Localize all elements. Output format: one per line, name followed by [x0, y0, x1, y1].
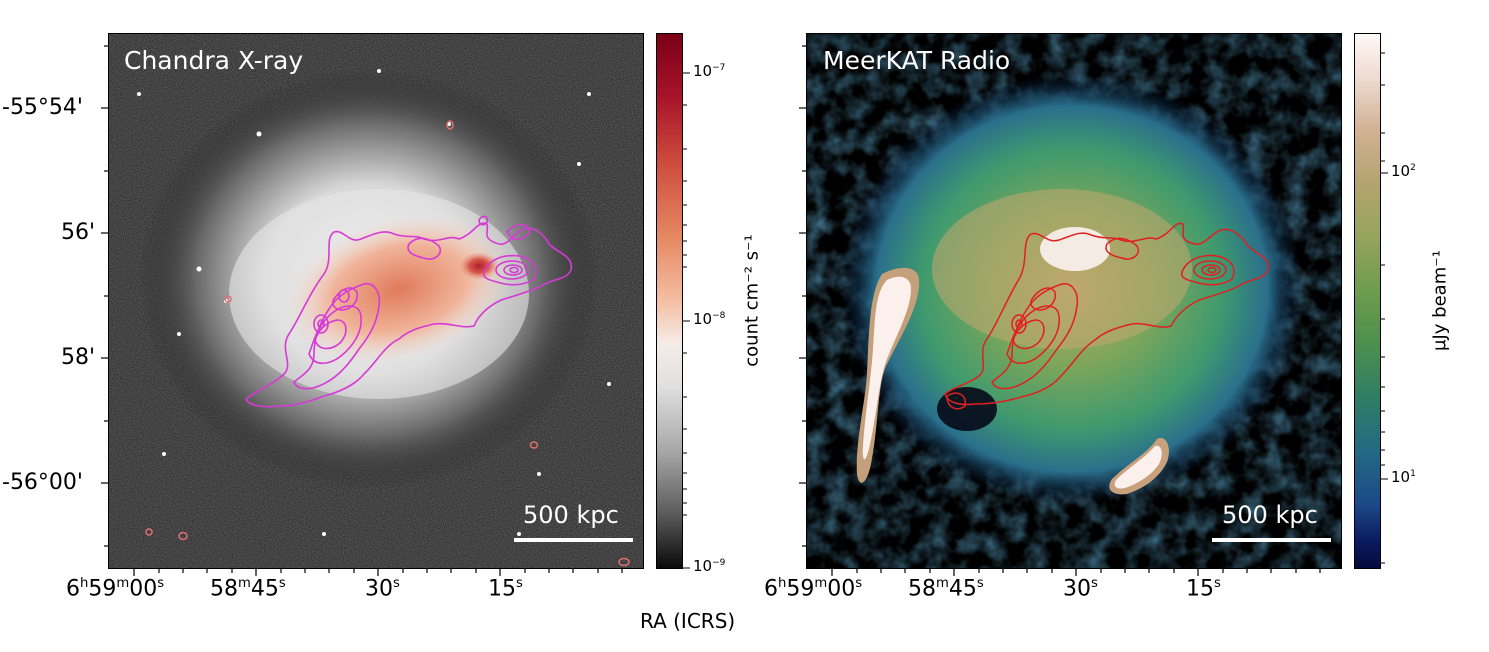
x-axis-label: RA (ICRS) [640, 609, 736, 633]
ra-tick-label: 6h59m00s [764, 576, 863, 602]
dec-tick-label: -56°00' [2, 470, 83, 495]
ra-tick-label: 6h59m00s [66, 576, 165, 602]
chandra-scale-bar [514, 538, 633, 542]
dec-tick-label: 58' [61, 345, 96, 370]
ra-tick-label: 15s [488, 576, 523, 602]
radio-contours-magenta [245, 215, 573, 408]
chandra-colorbar [656, 33, 683, 569]
dec-tick-label: 56' [61, 220, 96, 245]
ra-tick-label: 15s [1186, 576, 1221, 602]
dec-tick-label: -55°54' [2, 95, 83, 120]
ra-tick-label: 58m45s [908, 576, 984, 602]
chandra-scale-bar-label: 500 kpc [523, 501, 619, 529]
chandra-colorbar-ticks [683, 72, 690, 569]
chandra-cb-tick-1e-7: 10−7 [693, 62, 726, 80]
ra-tick-label: 30s [365, 576, 400, 602]
meerkat-colorbar-ticks [1381, 52, 1388, 564]
xray-contours-red [944, 222, 1270, 410]
meerkat-panel-title: MeerKAT Radio [823, 46, 1011, 75]
chandra-cb-tick-1e-8: 10−8 [693, 310, 726, 328]
meerkat-scale-bar [1212, 538, 1331, 542]
chandra-cb-tick-1e-9: 10−9 [693, 557, 726, 575]
ra-tick-label: 30s [1063, 576, 1098, 602]
chandra-image-render [109, 34, 643, 568]
chandra-panel-title: Chandra X-ray [124, 46, 304, 75]
meerkat-radio-image: MeerKAT Radio 500 kpc [806, 33, 1342, 569]
meerkat-colorbar [1354, 33, 1381, 569]
meerkat-cb-tick-1e2: 102 [1391, 162, 1416, 180]
meerkat-scale-bar-label: 500 kpc [1222, 501, 1318, 529]
chandra-xray-image: Chandra X-ray 500 kpc [108, 33, 644, 569]
meerkat-image-render [807, 34, 1341, 568]
meerkat-cb-tick-1e1: 101 [1391, 468, 1416, 486]
ra-tick-label: 58m45s [210, 576, 286, 602]
